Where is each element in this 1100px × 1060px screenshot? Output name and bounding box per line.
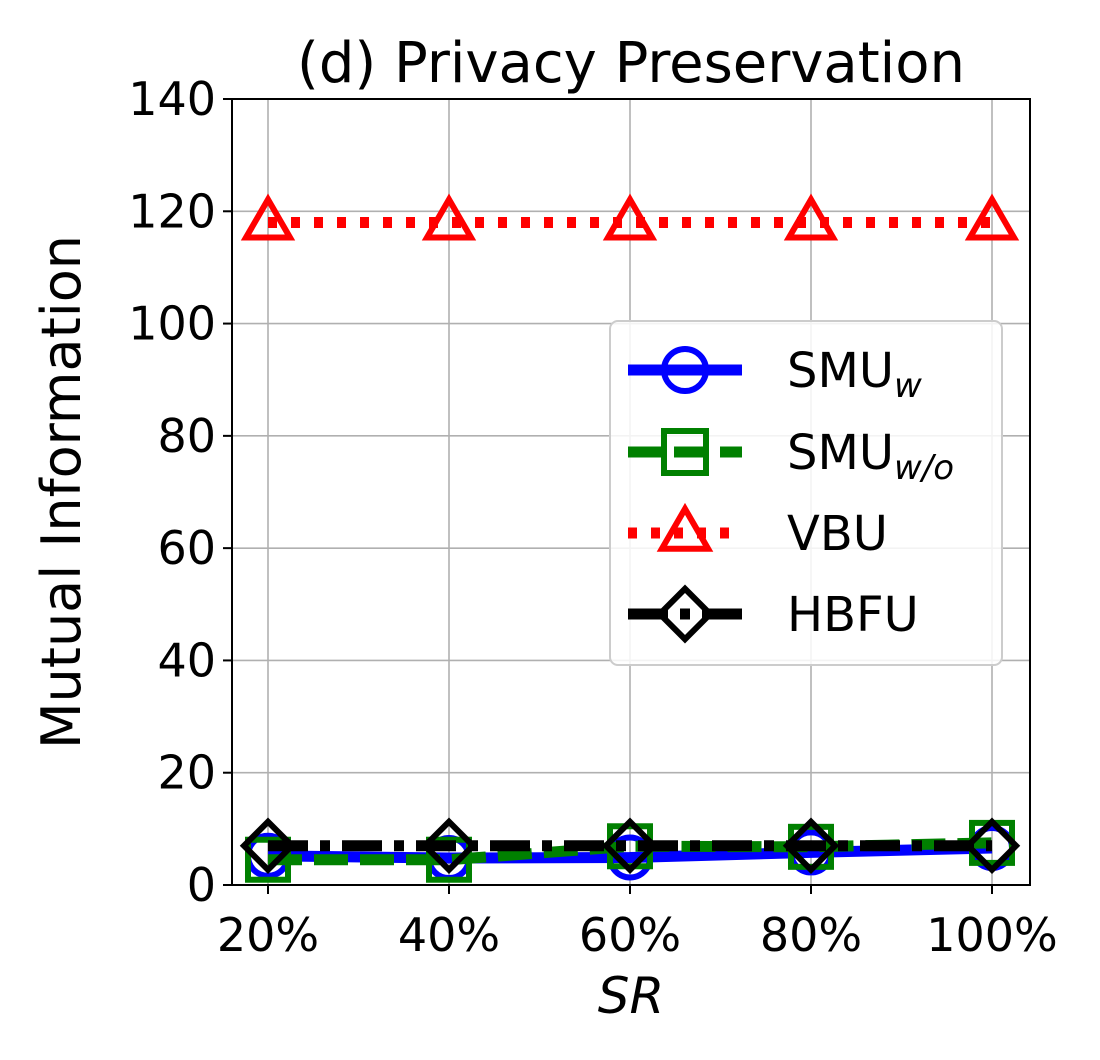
x-axis: 20% 40% 60% 80% 100%	[217, 885, 1058, 962]
data-point	[964, 193, 1020, 241]
data-point	[426, 836, 472, 883]
x-tick-label: 20%	[217, 908, 319, 962]
legend-label: SMUw/o	[787, 425, 954, 488]
legend-label-subscript: w/o	[894, 448, 954, 488]
legend-marker	[661, 346, 709, 394]
legend-label-main: SMU	[787, 425, 894, 481]
legend-label-main: VBU	[787, 506, 888, 562]
data-point	[239, 817, 297, 874]
series-vbu	[240, 193, 1020, 241]
legend-label: HBFU	[787, 587, 919, 643]
x-tick-label: 100%	[926, 908, 1058, 962]
legend-item: SMUw/o	[628, 425, 954, 488]
y-axis-label: Mutual Information	[30, 235, 93, 749]
legend-item: SMUw	[628, 343, 922, 406]
legend-label: SMUw	[787, 343, 922, 406]
y-tick-label: 80	[157, 409, 216, 463]
legend-label-main: SMU	[787, 343, 894, 399]
data-point	[420, 817, 478, 874]
y-tick-label: 0	[187, 858, 216, 912]
y-tick-label: 120	[128, 184, 216, 238]
y-tick-label: 40	[157, 633, 216, 687]
y-tick-label: 100	[128, 297, 216, 351]
chart-title: (d) Privacy Preservation	[297, 31, 965, 96]
series-layer	[239, 193, 1021, 883]
data-point	[783, 193, 839, 241]
legend-marker	[661, 428, 709, 476]
y-axis: 0 20 40 60 80 100 120 140	[128, 72, 232, 912]
x-tick-label: 60%	[579, 908, 681, 962]
data-point	[963, 817, 1021, 874]
x-tick-label: 80%	[760, 908, 862, 962]
data-point	[421, 193, 477, 241]
y-tick-label: 60	[157, 521, 216, 575]
y-tick-label: 140	[128, 72, 216, 126]
x-axis-label: SR	[598, 967, 664, 1025]
data-point	[602, 193, 658, 241]
legend-marker	[655, 584, 715, 644]
legend-item: HBFU	[628, 584, 919, 644]
data-point	[782, 817, 840, 874]
legend-box	[609, 320, 1003, 666]
series-hbfu	[239, 817, 1021, 874]
legend-marker	[656, 502, 714, 552]
y-tick-label: 20	[157, 746, 216, 800]
legend-label: VBU	[787, 506, 888, 562]
data-point	[245, 836, 291, 883]
legend-label-subscript: w	[894, 366, 922, 406]
legend-item: VBU	[628, 502, 888, 562]
data-point	[601, 817, 659, 874]
data-point	[240, 193, 296, 241]
x-tick-label: 40%	[398, 908, 500, 962]
legend-label-main: HBFU	[787, 587, 919, 643]
